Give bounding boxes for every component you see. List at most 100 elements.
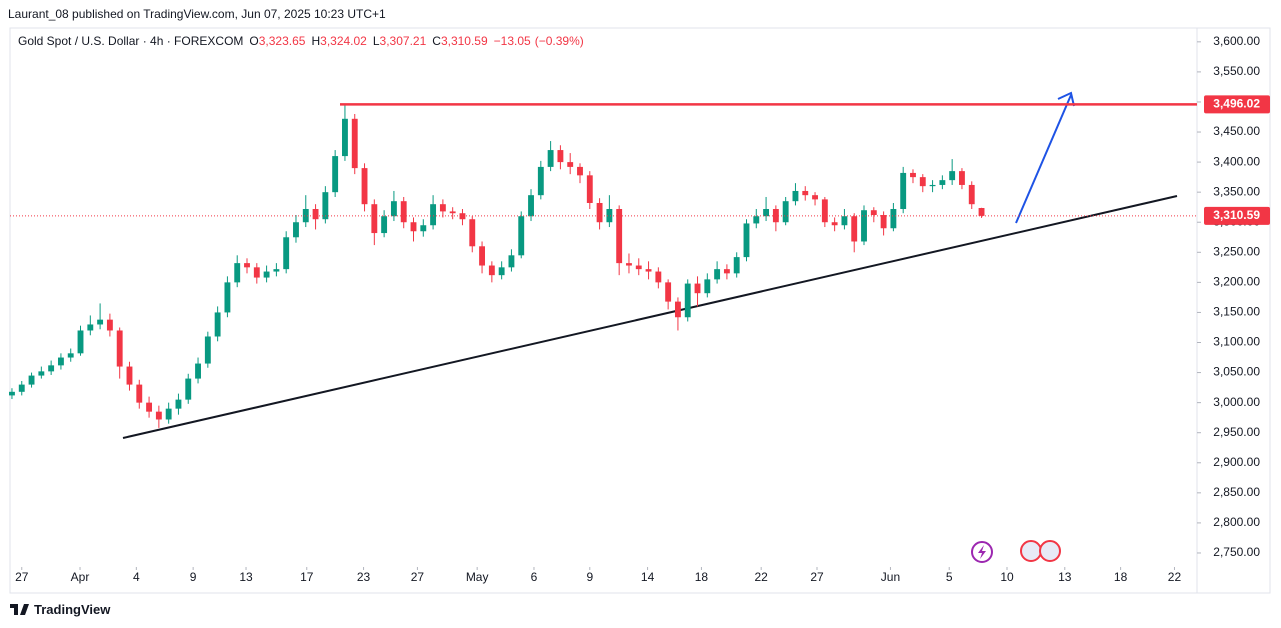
candle-body [351, 118, 358, 169]
x-tick-label: 13 [239, 570, 253, 584]
price-label: 3,496.02 [1213, 97, 1260, 111]
candle-body [67, 353, 74, 358]
candle-body [508, 255, 515, 268]
candle-body [253, 267, 260, 278]
candle-body [342, 118, 348, 157]
y-tick-label: 3,000.00 [1213, 395, 1260, 409]
y-tick-label: 2,850.00 [1213, 485, 1260, 499]
change-pct: (−0.39%) [534, 34, 584, 48]
candle-body [244, 263, 250, 268]
x-tick-label: 9 [190, 570, 197, 584]
candle-body [870, 210, 877, 216]
y-tick-label: 3,600.00 [1213, 34, 1260, 48]
ohlc-key: L [372, 34, 380, 48]
candle-body [390, 201, 397, 217]
candle-body [596, 202, 603, 223]
candle-body [655, 271, 662, 283]
x-tick-label: May [466, 570, 489, 584]
candle-body [674, 301, 681, 318]
x-tick-label: 27 [15, 570, 29, 584]
candle-body [684, 283, 691, 318]
arrow [1015, 91, 1075, 224]
candle-body [185, 378, 192, 400]
candle-body [743, 223, 750, 258]
candle-body [57, 357, 64, 366]
candle-body [155, 411, 162, 420]
candle-body [753, 216, 760, 224]
candle-body [851, 216, 858, 242]
candle-body [792, 190, 799, 202]
candle-body [910, 172, 916, 178]
x-tick-label: 10 [1000, 570, 1014, 584]
y-tick-label: 3,150.00 [1213, 305, 1260, 319]
x-tick-label: 6 [531, 570, 538, 584]
candle-body [802, 190, 809, 196]
candle-body [439, 204, 446, 212]
candle-body [900, 172, 907, 210]
price-label-box [1204, 95, 1270, 114]
candle-body [195, 363, 201, 379]
candle-body [420, 225, 427, 232]
x-tick-label: 27 [411, 570, 425, 584]
y-tick-label: 3,250.00 [1213, 244, 1260, 258]
candle-body [312, 209, 319, 220]
candle-body [616, 209, 623, 264]
x-tick-label: 14 [641, 570, 655, 584]
candle-body [665, 282, 672, 302]
event-icons [971, 540, 1061, 563]
candle-body [204, 336, 211, 364]
candle-body [18, 384, 25, 392]
change: −13.05 [493, 34, 531, 48]
candle-body [547, 150, 554, 167]
x-tick-label: 17 [300, 570, 314, 584]
candle-body [694, 283, 701, 294]
candle-body [430, 204, 437, 226]
candle-body [723, 269, 730, 274]
candle-body [939, 180, 946, 185]
candle-body [479, 246, 485, 266]
frame [9, 27, 1271, 594]
ohlc-value: 3,307.21 [379, 34, 427, 48]
y-tick-label: 3,200.00 [1213, 275, 1260, 289]
candle-body [978, 208, 985, 216]
candle-body [577, 166, 583, 176]
candle-body [9, 391, 15, 396]
candle-body [949, 171, 956, 181]
candle-body [528, 195, 534, 217]
candle-body [116, 330, 123, 367]
candle-body [38, 371, 45, 376]
candle-body [136, 384, 143, 403]
x-tick-label: 23 [357, 570, 371, 584]
x-tick-label: 18 [1114, 570, 1128, 584]
candle-body [126, 366, 133, 385]
candle-body [106, 319, 113, 331]
candle-body [322, 192, 329, 220]
candle-body [890, 209, 897, 229]
candle-body [214, 312, 221, 337]
y-tick-label: 3,400.00 [1213, 154, 1260, 168]
x-tick-label: 27 [810, 570, 824, 584]
candle-body [567, 162, 574, 167]
candle-body [234, 263, 241, 283]
candle-body [283, 237, 290, 270]
x-tick-label: 5 [946, 570, 953, 584]
candle-body [537, 166, 544, 196]
candle-body [586, 175, 593, 203]
candle-body [224, 282, 231, 313]
y-tick-label: 3,550.00 [1213, 64, 1260, 78]
x-tick-label: 18 [695, 570, 709, 584]
trend-line [122, 195, 1178, 439]
candle-body [518, 216, 525, 256]
candle-body [831, 222, 838, 226]
ohlc-key: H [311, 34, 321, 48]
y-tick-label: 3,050.00 [1213, 365, 1260, 379]
candle-body [645, 269, 652, 272]
candle-body [635, 265, 642, 270]
y-tick-label: 3,450.00 [1213, 124, 1260, 138]
candle-body [714, 269, 721, 280]
publish-info: Laurant_08 published on TradingView.com,… [8, 7, 386, 21]
candle-body [469, 219, 476, 247]
price-label-box [1204, 206, 1270, 225]
candle-body [968, 184, 975, 205]
